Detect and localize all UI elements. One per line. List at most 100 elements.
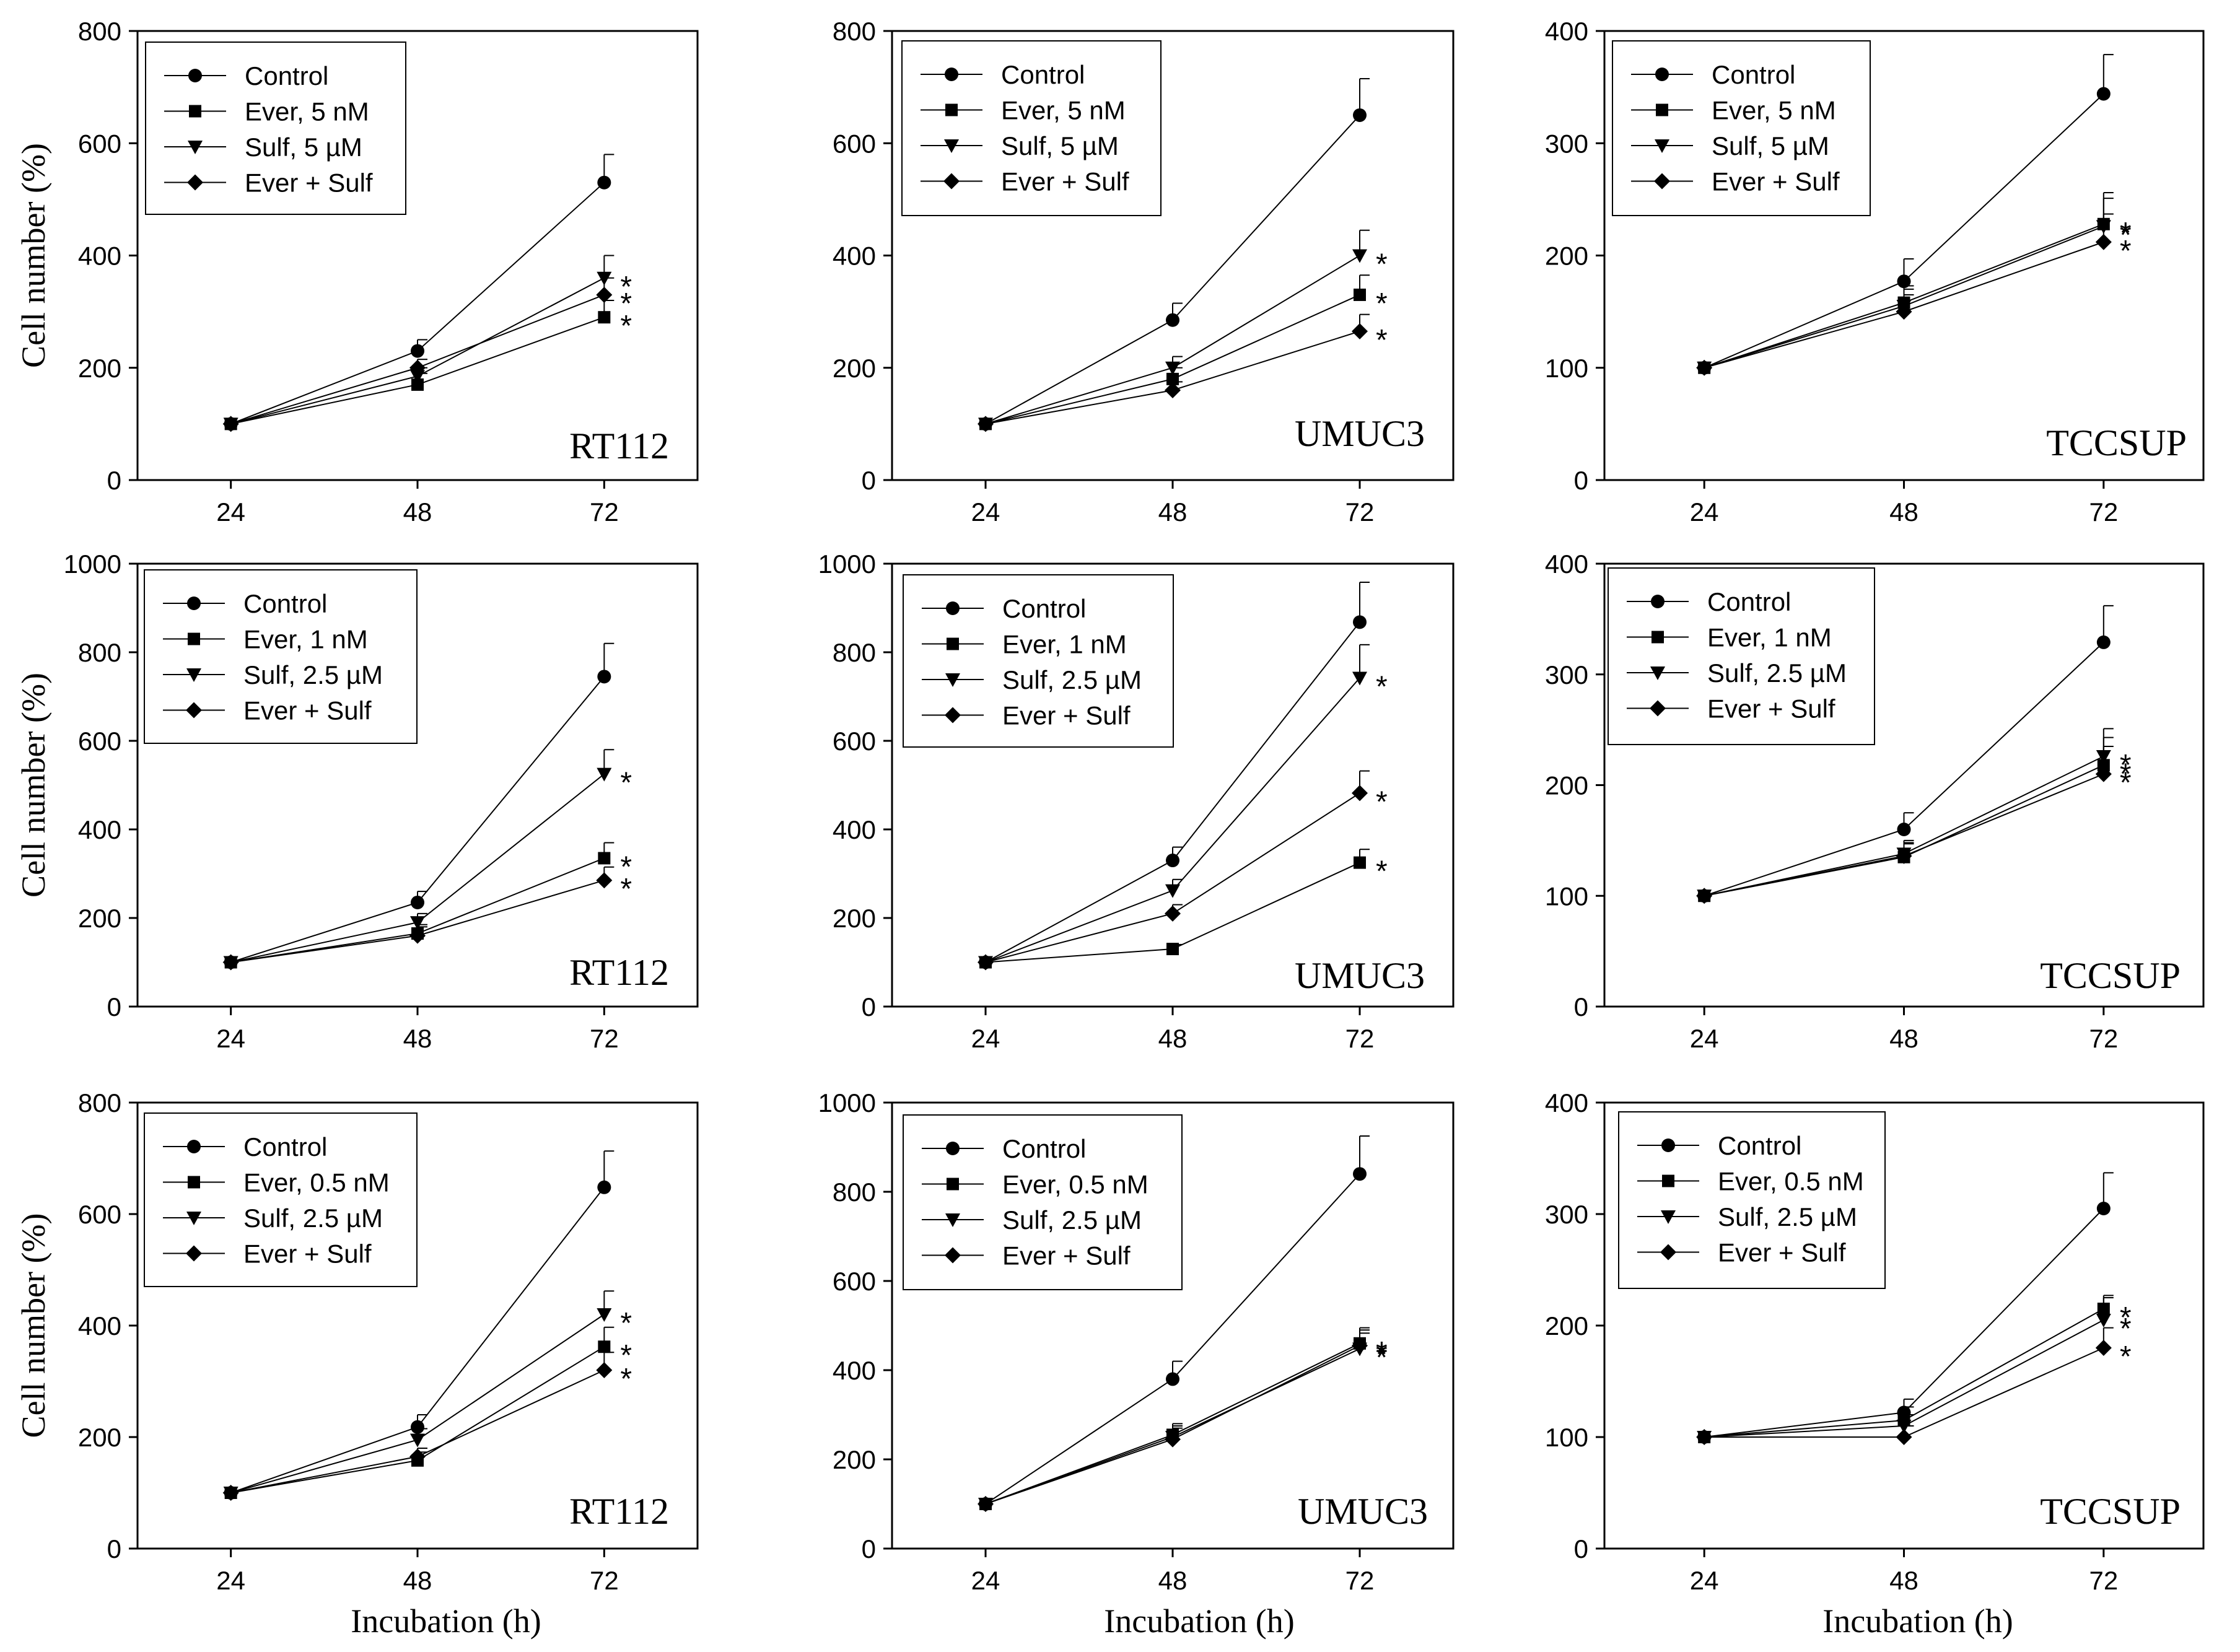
legend-marker: [943, 173, 960, 190]
legend-box: [145, 42, 406, 215]
significance-star: *: [620, 1307, 632, 1340]
legend-label: Ever, 5 nM: [1712, 96, 1836, 125]
legend-marker: [189, 105, 201, 118]
legend-marker: [187, 1140, 201, 1153]
legend-marker: [1656, 103, 1668, 116]
cell-line-label: TCCSUP: [2040, 955, 2181, 996]
data-point: [1352, 249, 1367, 263]
data-point: [1353, 1167, 1367, 1181]
y-tick-label: 100: [1545, 1423, 1588, 1452]
cell-line-label: RT112: [569, 952, 669, 993]
x-tick-label: 72: [2089, 1024, 2118, 1053]
y-tick-label: 400: [1545, 17, 1588, 46]
x-tick-label: 24: [1690, 1024, 1719, 1053]
legend-marker: [947, 637, 959, 650]
data-point: [1896, 847, 1912, 864]
data-point: [1353, 615, 1367, 629]
y-tick-label: 200: [833, 904, 876, 933]
significance-star: *: [620, 287, 632, 320]
data-point: [2096, 87, 2111, 101]
y-axis-label: Cell number (%): [15, 673, 52, 898]
legend-marker: [188, 141, 203, 154]
data-point: [410, 370, 425, 384]
significance-star: *: [2120, 767, 2132, 800]
significance-star: *: [1376, 670, 1388, 703]
legend-marker: [946, 601, 960, 615]
legend-marker: [1655, 68, 1669, 81]
legend-label: Control: [1718, 1131, 1801, 1160]
data-point: [411, 1420, 424, 1434]
legend-label: Control: [245, 61, 328, 90]
y-tick-label: 1000: [64, 549, 121, 579]
significance-star: *: [1376, 1341, 1388, 1374]
legend-marker: [188, 632, 200, 645]
legend-marker: [187, 174, 203, 191]
significance-star: *: [620, 271, 632, 304]
x-tick-label: 48: [1158, 1024, 1188, 1053]
x-tick-label: 72: [590, 1024, 619, 1053]
legend: Control Ever, 5 nM Sulf, 5 µM Ever + Sulf: [901, 40, 1162, 216]
significance-star: *: [620, 1363, 632, 1396]
y-tick-label: 200: [833, 1445, 876, 1474]
significance-star: *: [1376, 287, 1388, 320]
legend-marker: [186, 1212, 201, 1225]
x-tick-label: 48: [1889, 497, 1918, 527]
legend-label: Control: [243, 589, 327, 618]
data-point: [411, 895, 424, 909]
significance-star: *: [620, 850, 632, 883]
legend-marker: [1662, 1174, 1674, 1187]
legend: Control Ever, 0.5 nM Sulf, 2.5 µM Ever + Su…: [144, 1112, 418, 1287]
y-axis-label: Cell number (%): [15, 1213, 52, 1438]
legend-marker: [186, 1245, 202, 1262]
data-point: [1165, 361, 1180, 375]
data-point: [1166, 313, 1179, 327]
legend-label: Control: [1002, 1134, 1086, 1163]
data-point: [2096, 635, 2111, 649]
legend-label: Sulf, 2.5 µM: [243, 1204, 383, 1233]
data-point: [1165, 382, 1181, 398]
y-tick-label: 600: [78, 727, 121, 756]
x-tick-label: 72: [1345, 497, 1375, 527]
cell-line-label: TCCSUP: [2040, 1491, 2181, 1532]
y-tick-label: 0: [862, 1534, 876, 1563]
legend-marker: [186, 702, 202, 719]
y-tick-label: 0: [1574, 992, 1588, 1021]
data-point: [1354, 288, 1366, 301]
y-axis-label: Cell number (%): [15, 143, 52, 368]
y-tick-label: 300: [1545, 660, 1588, 689]
legend-marker: [946, 1142, 960, 1155]
data-point: [411, 378, 424, 391]
legend-label: Ever, 0.5 nM: [1002, 1170, 1148, 1199]
data-point: [1165, 905, 1181, 922]
data-point: [222, 954, 239, 971]
data-point: [1696, 888, 1713, 904]
data-point: [410, 1433, 425, 1448]
legend-label: Sulf, 2.5 µM: [1707, 658, 1847, 688]
data-point: [409, 359, 426, 376]
legend-marker: [945, 103, 958, 116]
legend-label: Control: [1707, 587, 1791, 616]
data-point: [598, 311, 611, 324]
x-tick-label: 48: [1158, 497, 1188, 527]
significance-star: *: [620, 1339, 632, 1372]
x-tick-label: 48: [403, 1566, 432, 1595]
legend-marker: [945, 673, 960, 687]
y-tick-label: 200: [1545, 771, 1588, 800]
legend-label: Ever, 1 nM: [1002, 630, 1127, 659]
legend-label: Control: [1001, 60, 1085, 89]
chart-panel-6: 0 100 200 300 400 24 48 72 *** Control Ever, 1 nM S…: [1545, 549, 2205, 1053]
data-point: [597, 1308, 612, 1322]
cell-line-label: TCCSUP: [2046, 422, 2187, 463]
y-tick-label: 800: [833, 638, 876, 667]
legend: Control Ever, 0.5 nM Sulf, 2.5 µM Ever + Su…: [1618, 1111, 1886, 1289]
significance-star: *: [1376, 324, 1388, 357]
y-tick-label: 0: [862, 992, 876, 1021]
significance-star: *: [1376, 248, 1388, 281]
y-tick-label: 800: [833, 17, 876, 46]
significance-star: *: [2120, 749, 2132, 782]
significance-star: *: [2120, 1301, 2132, 1334]
data-point: [2095, 766, 2112, 782]
x-tick-label: 72: [590, 497, 619, 527]
